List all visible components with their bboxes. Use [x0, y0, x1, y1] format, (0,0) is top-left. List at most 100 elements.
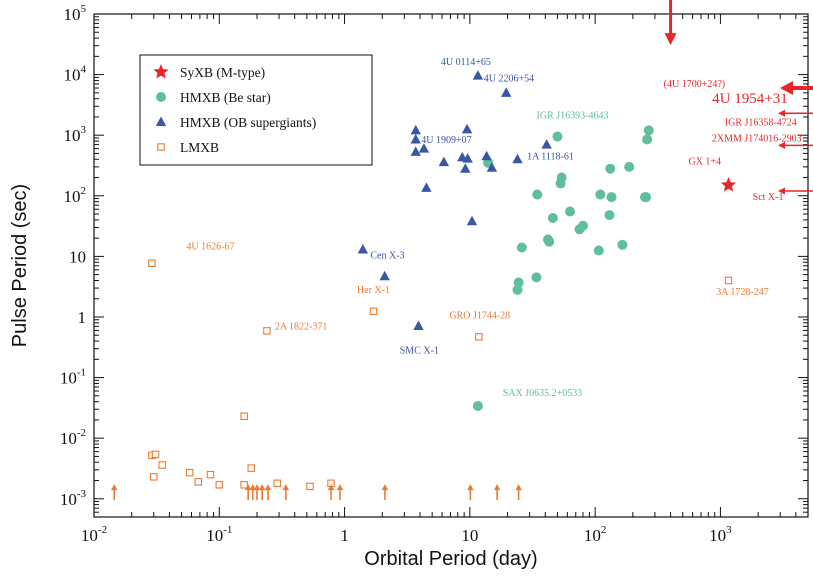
annotation-label: SMC X-1 [400, 345, 439, 356]
data-layer [111, 0, 813, 501]
lmxb-point [369, 307, 378, 316]
hmxb-ob-point [418, 143, 430, 153]
hmxb-be-point [565, 206, 576, 217]
legend-item: HMXB (OB supergiants) [155, 115, 316, 130]
y-tick-label: 105 [64, 3, 87, 24]
hmxb-be-point [547, 212, 558, 223]
lmxb-point [263, 327, 271, 335]
lower-limit-arrow [244, 484, 252, 501]
y-axis: 10-3 10-2 10-1 1 10 102 103 104 105 [60, 3, 808, 518]
annotation-label: 4U 1954+31 [712, 91, 788, 107]
lower-limit-arrow [258, 484, 266, 501]
syxb-legend-marker [153, 64, 169, 79]
x-tick-label: 10-2 [81, 524, 107, 545]
upper-limit-arrow [664, 0, 677, 46]
hmxb-ob-point [541, 139, 552, 149]
hmxb-be-point [642, 134, 653, 145]
lower-limit-arrow [327, 484, 335, 501]
annotation-layer: 4U 0114+65 4U 2206+54 4U 1909+07 1A 1118-61… [186, 57, 801, 399]
lower-limit-arrow [493, 484, 501, 501]
hmxb-ob-point [410, 124, 421, 135]
annotation-label: 2A 1822-371 [275, 322, 328, 333]
hmxb-ob-point [461, 123, 473, 134]
y-tick-label: 10-1 [60, 367, 86, 388]
annotation-label: 1A 1118-61 [527, 151, 574, 162]
hmxb-be-point [512, 284, 523, 295]
hmxb-be-point [606, 192, 617, 203]
lmxb-point [194, 478, 203, 486]
x-tick-label: 103 [709, 524, 732, 545]
y-tick-label: 10 [69, 247, 86, 266]
lmxb-point [151, 450, 160, 459]
annotation-label: 4U 2206+54 [484, 73, 534, 84]
lower-limit-arrow [282, 484, 290, 501]
lower-limit-arrow [111, 484, 118, 501]
hmxb-be-point [472, 400, 483, 411]
lmxb-point [150, 473, 158, 481]
annotation-label: SAX J0635.2+0533 [503, 388, 583, 399]
legend-box [139, 54, 373, 166]
hmxb-be-point [617, 239, 628, 250]
series-hmxb-be [472, 125, 654, 411]
x-tick-label: 102 [584, 524, 607, 545]
annotation-label: 4U 1909+07 [421, 135, 471, 146]
x-tick-label: 10-1 [206, 524, 232, 545]
lmxb-point [247, 464, 256, 472]
hmxb-be-point [643, 125, 654, 136]
legend-label: HMXB (OB supergiants) [180, 115, 316, 130]
lmxb-point [306, 482, 314, 491]
annotation-label: IGR J16393-4643 [537, 110, 609, 121]
hmxb-ob-point [410, 146, 421, 156]
y-tick-label: 104 [64, 64, 87, 85]
hmxb-be-point [624, 161, 635, 172]
legend-label: HMXB (Be star) [180, 90, 271, 105]
x-tick-label: 1 [340, 526, 349, 545]
hmxb-ob-point [486, 162, 498, 172]
x-tick-label: 10 [461, 526, 478, 545]
hmxb-ob-point [466, 215, 478, 226]
annotation-label: 4U 0114+65 [441, 57, 491, 68]
hmxb-be-point [531, 272, 542, 283]
hmxb-be-point [605, 163, 616, 174]
hmxb-ob-point [462, 153, 473, 163]
lmxb-point [206, 470, 215, 479]
hmxb-ob-point [357, 243, 369, 254]
syxb-point [720, 177, 737, 192]
hmxb-be-point [552, 131, 563, 142]
hmxb-ob-point [410, 133, 421, 144]
hmxb-be-point [604, 210, 615, 221]
annotation-label: 2XMM J174016-2903 [712, 134, 802, 145]
hmxb-be-point [513, 277, 524, 288]
lower-limit-arrows [111, 484, 522, 501]
hmxb-ob-legend-marker [155, 116, 167, 126]
hmxb-be-point [593, 245, 604, 256]
hmxb-be-point [641, 192, 652, 203]
lower-limit-arrow [249, 484, 256, 501]
hmxb-ob-point [512, 153, 523, 164]
y-tick-label: 103 [64, 124, 87, 145]
series-hmxb-ob [357, 70, 552, 330]
legend-item: HMXB (Be star) [156, 90, 271, 105]
annotation-label: GRO J1744-28 [449, 310, 510, 321]
lower-limit-arrow [515, 484, 522, 501]
y-tick-label: 10-3 [60, 488, 87, 509]
lower-limit-arrow [381, 484, 389, 501]
annotation-label: Sct X-1 [753, 192, 784, 203]
hmxb-be-point [595, 189, 606, 200]
annotation-label: 3A 1728-247 [716, 287, 769, 298]
hmxb-be-legend-marker [156, 92, 166, 102]
lmxb-point [724, 276, 733, 285]
period-limit-arrow [778, 141, 813, 149]
lmxb-point [273, 479, 281, 488]
lmxb-legend-marker [157, 143, 165, 151]
lmxb-point [240, 412, 248, 420]
lmxb-point [475, 333, 483, 341]
hmxb-ob-point [379, 270, 390, 281]
lmxb-point [215, 481, 224, 489]
annotation-label: 4U 1626-67 [186, 241, 234, 252]
hmxb-ob-point [500, 87, 512, 97]
legend-label: SyXB (M-type) [180, 65, 265, 80]
hmxb-be-point [544, 236, 555, 247]
hmxb-ob-point [460, 163, 471, 173]
